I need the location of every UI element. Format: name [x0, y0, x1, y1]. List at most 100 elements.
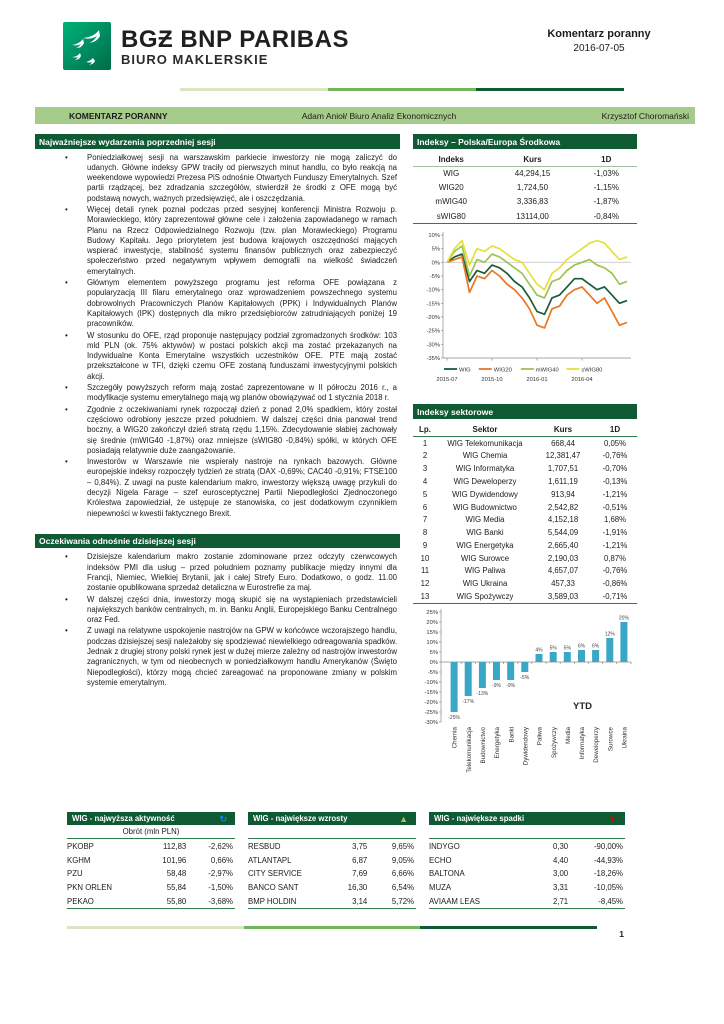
indices-table: Indeks Kurs 1D WIG 44,294,15 -1,03% WIG20 1,…: [413, 152, 637, 225]
svg-text:4%: 4%: [535, 647, 543, 653]
svg-text:6%: 6%: [592, 643, 600, 649]
bullet-text: Szczegóły powyższych reform mają zostać …: [87, 383, 397, 403]
refresh-icon: ↻: [219, 813, 227, 824]
col-header: 1D: [575, 152, 637, 167]
svg-text:2015-10: 2015-10: [481, 377, 502, 383]
bullet-icon: •: [65, 552, 68, 562]
section-header-events: Najważniejsze wydarzenia poprzedniej ses…: [35, 134, 400, 149]
table-row: 4 WIG Deweloperzy 1,611,19 -0,13%: [422, 476, 628, 486]
losers-table-header: WIG - największe spadki ▼: [429, 811, 625, 826]
list-item: • Inwestorów w Warszawie nie wspierały na…: [35, 457, 400, 519]
svg-text:0%: 0%: [430, 660, 438, 666]
table-row: 9 WIG Energetyka 2,665,40 -1,21%: [422, 540, 628, 550]
svg-text:-15%: -15%: [424, 690, 438, 696]
title-bar-label: KOMENTARZ PORANNY: [69, 110, 168, 121]
brand-subtitle: BIURO MAKLERSKIE: [121, 52, 269, 67]
table-row: RESBUD 3,75 9,65%: [248, 841, 414, 851]
svg-text:YTD: YTD: [573, 701, 592, 712]
bullet-icon: •: [65, 594, 68, 604]
svg-text:Ukraina: Ukraina: [622, 726, 629, 748]
table-row: PZU 58,48 -2,97%: [67, 869, 233, 879]
list-item: • Z uwagi na relatywne uspokojenie nastro…: [35, 626, 400, 688]
svg-text:-35%: -35%: [426, 356, 440, 362]
losers-title: WIG - największe spadki: [434, 814, 525, 824]
bullet-icon: •: [65, 404, 68, 414]
losers-table: INDYGO 0,30 -90,00% ECHO 4,40 -44,93% BALTONA 3…: [429, 839, 625, 910]
header-divider: [180, 88, 624, 91]
list-item: • W stosunku do OFE, rząd proponuje nastę…: [35, 331, 400, 382]
gainers-title: WIG - największe wzrosty: [253, 814, 348, 824]
page-footer: 1: [0, 926, 724, 939]
section-header-indices: Indeksy – Polska/Europa Środkowa: [413, 134, 637, 149]
col-header: Kurs: [533, 422, 593, 437]
svg-text:5%: 5%: [432, 247, 440, 253]
col-header: 1D: [593, 422, 637, 437]
table-row: 3 WIG Informatyka 1,707,51 -0,70%: [422, 464, 628, 474]
table-row: 10 WIG Surowce 2,190,03 0,87%: [420, 553, 627, 563]
table-row: 5 WIG Dywidendowy 913,94 -1,21%: [422, 489, 628, 499]
svg-text:Energetyka: Energetyka: [494, 726, 501, 758]
svg-text:5%: 5%: [430, 650, 438, 656]
list-item: • Poniedziałkowej sesji na warszawskim pa…: [35, 153, 400, 204]
losers-subheader: [429, 825, 625, 840]
title-bar-authors: Adam Anioł/ Biuro Analiz Ekonomicznych: [301, 110, 457, 121]
svg-text:-5%: -5%: [430, 274, 440, 280]
svg-text:10%: 10%: [426, 640, 438, 646]
col-header: Lp.: [413, 422, 437, 437]
svg-text:Budownictwo: Budownictwo: [480, 726, 487, 763]
table-row: mWIG40 3,336,83 -1,87%: [435, 197, 619, 207]
table-row: INDYGO 0,30 -90,00%: [429, 841, 623, 851]
gainers-table-block: WIG - największe wzrosty ▲ RESBUD 3,75 9,6…: [248, 811, 416, 910]
svg-text:WIG20: WIG20: [494, 368, 512, 374]
svg-text:15%: 15%: [426, 630, 438, 636]
events-bullet-list: • Poniedziałkowej sesji na warszawskim pa…: [35, 153, 400, 519]
svg-text:Deweloperzy: Deweloperzy: [593, 726, 600, 763]
svg-text:2015-07: 2015-07: [436, 377, 457, 383]
svg-text:-30%: -30%: [424, 720, 438, 726]
svg-text:20%: 20%: [426, 620, 438, 626]
table-row: 7 WIG Media 4,152,18 1,68%: [422, 515, 627, 525]
svg-text:mWIG40: mWIG40: [536, 368, 559, 374]
svg-text:Dywidendowy: Dywidendowy: [522, 726, 529, 765]
expectations-bullet-list: • Dzisiejsze kalendarium makro zostanie z…: [35, 552, 400, 688]
activity-title: WIG - najwyższa aktywność: [72, 814, 175, 824]
footer-divider: [67, 926, 598, 929]
svg-text:0%: 0%: [432, 261, 440, 267]
svg-text:2016-04: 2016-04: [571, 377, 593, 383]
title-bar-analyst: Krzysztof Choromański: [601, 110, 690, 121]
bullet-text: Inwestorów w Warszawie nie wspierały nas…: [87, 457, 397, 518]
triangle-up-icon: ▲: [399, 813, 408, 824]
bullet-text: W dalszej części dnia, inwestorzy mogą s…: [87, 594, 397, 625]
table-row: WIG20 1,724,50 -1,15%: [438, 183, 619, 193]
table-row: BANCO SANT 16,30 6,54%: [248, 883, 414, 893]
svg-text:-9%: -9%: [492, 683, 501, 689]
list-item: • Szczegóły powyższych reform mają zostać…: [35, 383, 400, 404]
section-header-sectors: Indeksy sektorowe: [413, 404, 637, 419]
table-row: 13 WIG Spożywczy 3,589,03 -0,71%: [413, 590, 637, 604]
svg-text:-10%: -10%: [426, 288, 440, 294]
activity-table: PKOBP 112,83 -2,62% KGHM 101,96 0,66% PZU 58,48…: [67, 839, 235, 910]
svg-text:-10%: -10%: [424, 680, 438, 686]
table-row: MUZA 3,31 -10,05%: [429, 883, 623, 893]
bullet-icon: •: [65, 204, 68, 214]
section-header-expectations: Oczekiwania odnośnie dzisiejszej sesji: [35, 533, 400, 549]
svg-text:-17%: -17%: [462, 699, 474, 705]
bullet-icon: •: [65, 383, 68, 393]
report-header: BGƵ BNP PARIBAS BIURO MAKLERSKIE Komenta…: [0, 0, 724, 84]
bullet-text: Głównym elementem powyższego programu je…: [87, 278, 397, 329]
table-row: KGHM 101,96 0,66%: [67, 855, 233, 865]
movers-row: WIG - najwyższa aktywność ↻ Obrót (mln P…: [67, 811, 724, 910]
sector-ytd-bar-chart: 25% 20% 15% 10% 5% 0% -5% -10% -15% -20% -25% -30% -…: [424, 608, 632, 773]
svg-text:Banki: Banki: [508, 727, 515, 742]
svg-text:Chemia: Chemia: [452, 726, 459, 748]
title-bar: KOMENTARZ PORANNY Adam Anioł/ Biuro Anal…: [35, 107, 695, 124]
table-row: 6 WIG Budownictwo 2,542,82 -0,51%: [422, 502, 628, 512]
table-row: 12 WIG Ukraina 457,33 -0,86%: [420, 579, 628, 589]
svg-text:-15%: -15%: [426, 302, 440, 308]
market-data-column: Indeksy – Polska/Europa Środkowa Indeks …: [413, 134, 637, 798]
svg-text:Paliwa: Paliwa: [537, 726, 544, 745]
page-number: 1: [619, 929, 624, 939]
table-row: 2 WIG Chemia 12,381,47 -0,76%: [422, 451, 628, 461]
svg-text:-25%: -25%: [426, 329, 440, 335]
doc-title: Komentarz poranny: [547, 28, 651, 40]
